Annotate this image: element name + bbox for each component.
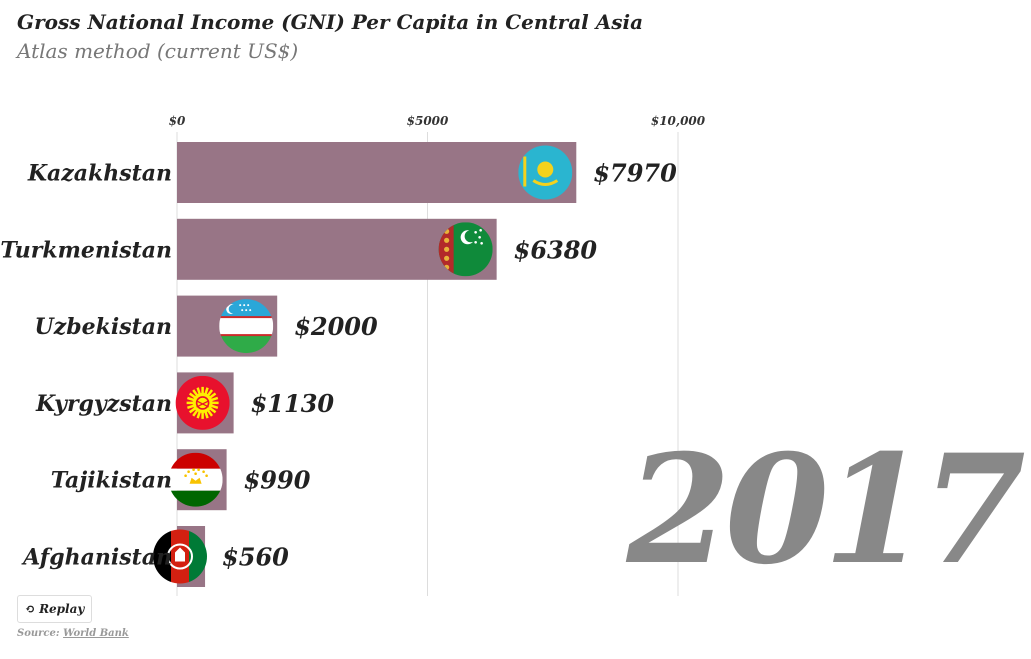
chart-title: Gross National Income (GNI) Per Capita i… <box>17 10 644 34</box>
replay-label: Replay <box>39 602 85 616</box>
value-label: $7970 <box>593 159 677 188</box>
value-label: $2000 <box>294 312 378 341</box>
turkmenistan-flag-icon <box>438 222 493 277</box>
value-label: $560 <box>222 543 289 572</box>
tajikistan-flag-icon <box>168 452 223 507</box>
category-label: Kazakhstan <box>27 161 172 187</box>
bar-kazakhstan <box>177 142 577 203</box>
chart-subtitle: Atlas method (current US$) <box>17 39 299 63</box>
source-prefix: Source: <box>17 628 60 639</box>
category-label: Tajikistan <box>51 468 172 494</box>
kazakhstan-flag-icon <box>518 145 573 200</box>
value-label: $6380 <box>514 235 598 264</box>
uzbekistan-flag-icon <box>219 299 274 354</box>
year-label: 2017 <box>626 422 1025 598</box>
afghanistan-flag-icon <box>153 529 207 584</box>
category-label: Uzbekistan <box>35 314 172 340</box>
source-note: Source: World Bank <box>17 628 129 639</box>
replay-icon: ⟲ <box>25 602 36 616</box>
source-link[interactable]: World Bank <box>63 628 129 639</box>
category-label: Turkmenistan <box>0 237 172 263</box>
tick-label: $0 <box>169 114 186 128</box>
kyrgyzstan-flag-icon <box>175 375 230 430</box>
replay-button[interactable]: ⟲ Replay <box>17 595 93 623</box>
tick-label: $5000 <box>407 114 449 128</box>
tick-label: $10,000 <box>651 114 706 128</box>
value-label: $990 <box>244 466 311 495</box>
category-label: Kyrgyzstan <box>35 391 172 417</box>
category-label: Afghanistan <box>21 545 172 571</box>
value-label: $1130 <box>251 389 335 418</box>
